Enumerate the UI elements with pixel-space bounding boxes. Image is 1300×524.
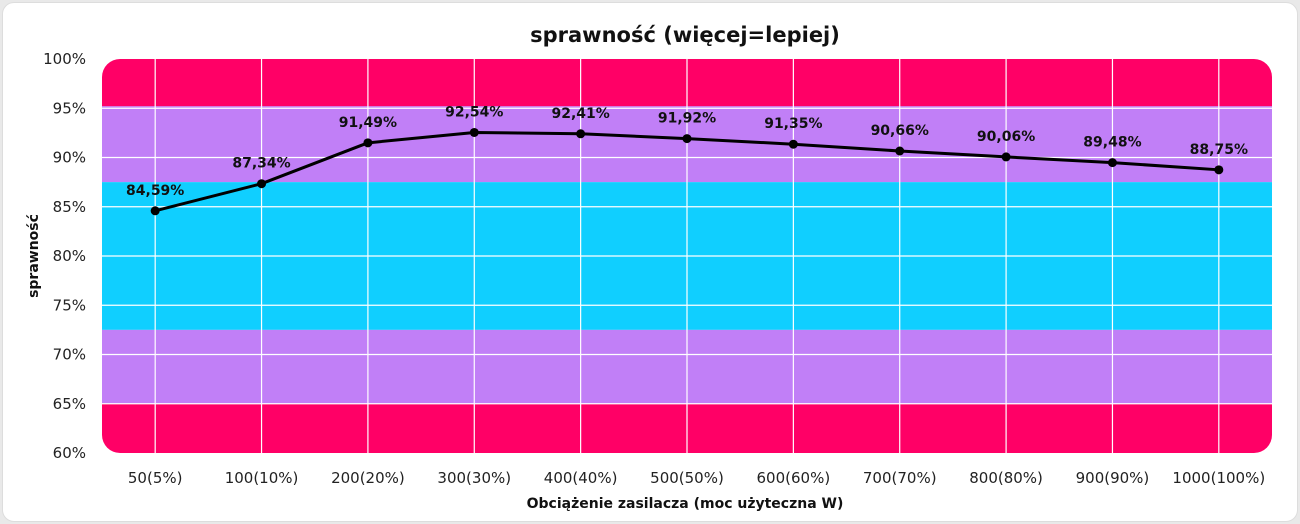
x-axis-ticks: 50(5%) 100(10%) 200(20%) 300(30%) 400(40%) 50… (128, 469, 1265, 487)
data-point (150, 206, 160, 216)
data-label: 92,41% (551, 106, 609, 122)
y-tick-label: 80% (53, 247, 86, 265)
y-tick-label: 85% (53, 198, 86, 216)
y-tick-label: 75% (53, 296, 86, 314)
x-tick-label: 800(80%) (969, 469, 1043, 487)
data-point (576, 129, 586, 139)
x-tick-label: 200(20%) (331, 469, 405, 487)
data-label: 91,49% (339, 115, 397, 131)
data-label: 88,75% (1190, 142, 1248, 158)
y-tick-label: 65% (53, 395, 86, 413)
x-tick-label: 700(70%) (863, 469, 937, 487)
data-labels: 84,59% 87,34% 91,49% 92,54% 92,41% 91,92% 91,3… (126, 104, 1248, 198)
data-point (1107, 158, 1117, 168)
data-point (363, 138, 373, 148)
y-axis-label: sprawność (26, 214, 42, 298)
data-point (895, 146, 905, 156)
data-point (682, 134, 692, 144)
x-tick-label: 400(40%) (544, 469, 618, 487)
y-tick-label: 60% (53, 444, 86, 462)
x-axis-label: Obciążenie zasilacza (moc użyteczna W) (527, 496, 844, 512)
x-tick-label: 1000(100%) (1172, 469, 1265, 487)
data-label: 90,66% (871, 123, 929, 139)
data-label: 87,34% (232, 156, 290, 172)
chart-title: sprawność (więcej=lepiej) (530, 23, 840, 47)
x-tick-label: 500(50%) (650, 469, 724, 487)
data-label: 90,06% (977, 129, 1035, 145)
y-tick-label: 100% (43, 50, 86, 68)
y-tick-label: 95% (53, 99, 86, 117)
x-tick-label: 50(5%) (128, 469, 183, 487)
x-tick-label: 300(30%) (437, 469, 511, 487)
data-label: 91,35% (764, 116, 822, 132)
y-tick-label: 70% (53, 346, 86, 364)
x-tick-label: 600(60%) (757, 469, 831, 487)
x-tick-label: 900(90%) (1076, 469, 1150, 487)
data-label: 92,54% (445, 104, 503, 120)
data-point (1214, 165, 1224, 175)
data-point (788, 139, 798, 149)
y-tick-label: 90% (53, 149, 86, 167)
data-point (469, 127, 479, 137)
series-efficiency (150, 127, 1224, 216)
y-axis-ticks: 100% 95% 90% 85% 80% 75% 70% 65% 60% (43, 50, 86, 462)
data-point (257, 179, 267, 189)
data-point (1001, 152, 1011, 162)
x-tick-label: 100(10%) (225, 469, 299, 487)
data-label: 91,92% (658, 111, 716, 127)
grid-lines (102, 59, 1272, 453)
data-label: 89,48% (1083, 135, 1141, 151)
data-label: 84,59% (126, 183, 184, 199)
